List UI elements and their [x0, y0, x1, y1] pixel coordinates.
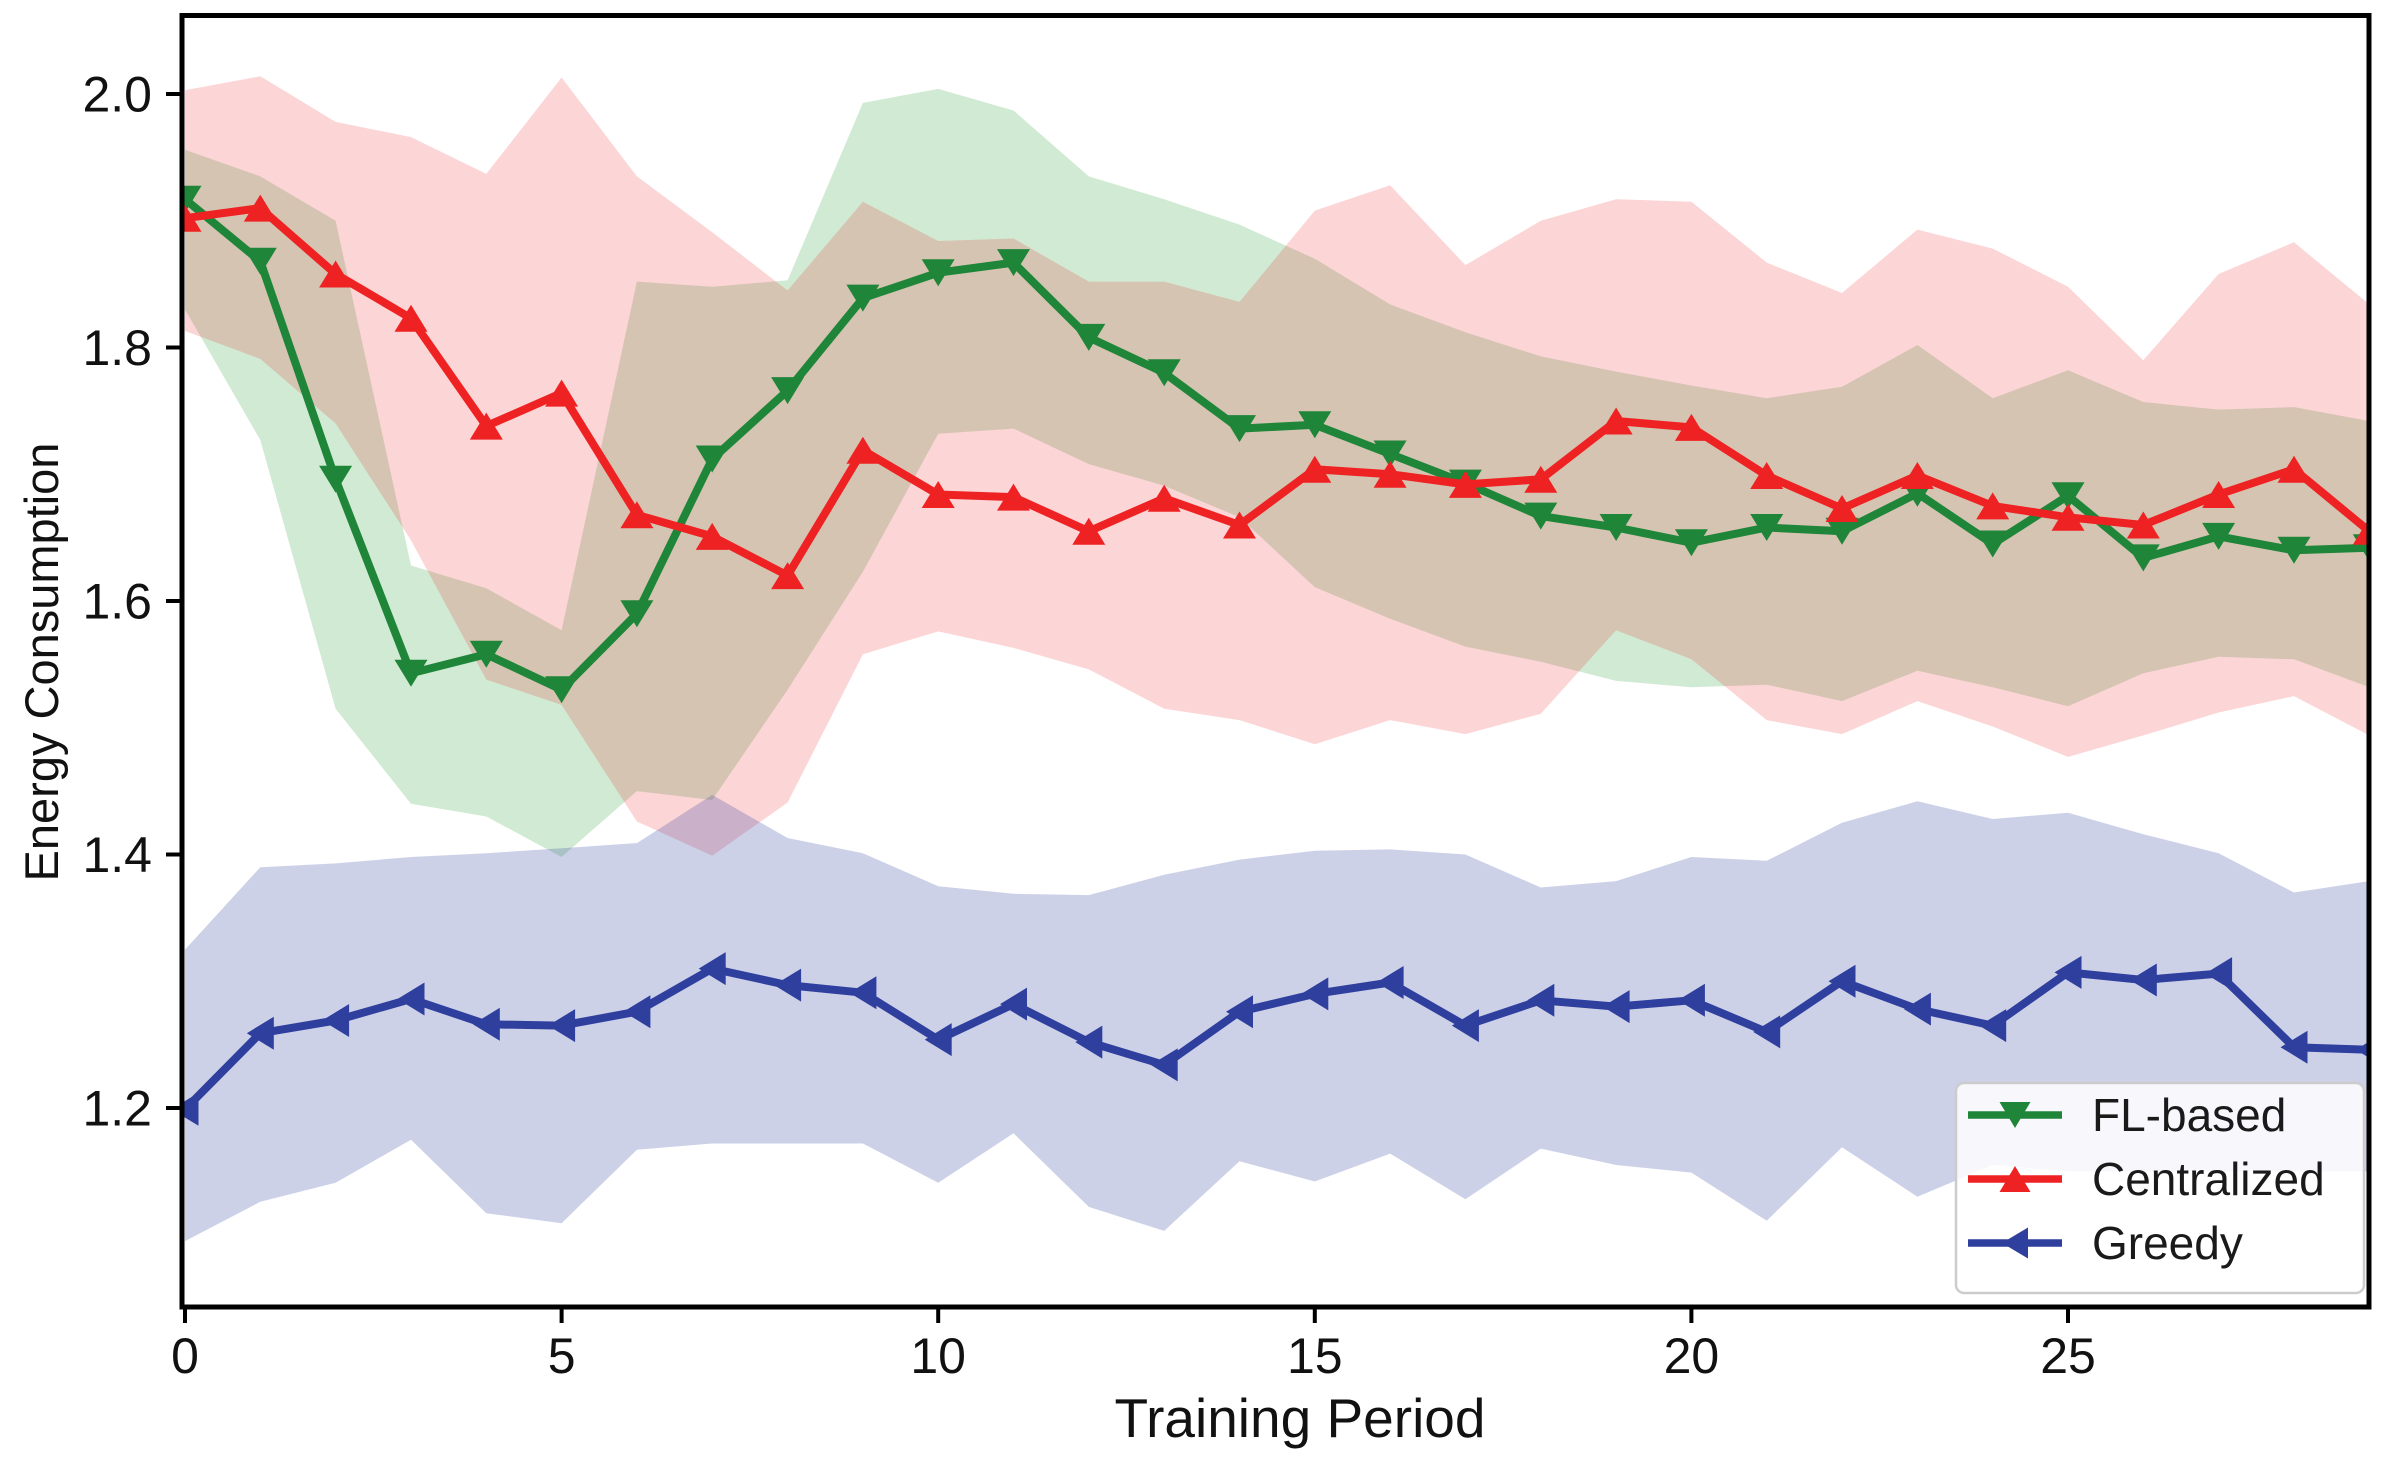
svg-text:Energy Consumption: Energy Consumption	[15, 443, 68, 882]
svg-text:5: 5	[548, 1328, 576, 1384]
svg-text:Centralized: Centralized	[2092, 1153, 2325, 1205]
svg-text:2.0: 2.0	[82, 67, 152, 123]
svg-text:0: 0	[171, 1328, 199, 1384]
svg-text:1.4: 1.4	[82, 827, 152, 883]
svg-text:15: 15	[1287, 1328, 1343, 1384]
svg-text:FL-based: FL-based	[2092, 1089, 2286, 1141]
svg-text:1.2: 1.2	[82, 1081, 152, 1137]
svg-text:25: 25	[2040, 1328, 2096, 1384]
svg-text:Training Period: Training Period	[1115, 1387, 1486, 1449]
svg-text:20: 20	[1664, 1328, 1720, 1384]
svg-text:Greedy: Greedy	[2092, 1217, 2243, 1269]
svg-text:1.8: 1.8	[82, 320, 152, 376]
svg-text:10: 10	[910, 1328, 966, 1384]
svg-text:1.6: 1.6	[82, 574, 152, 630]
